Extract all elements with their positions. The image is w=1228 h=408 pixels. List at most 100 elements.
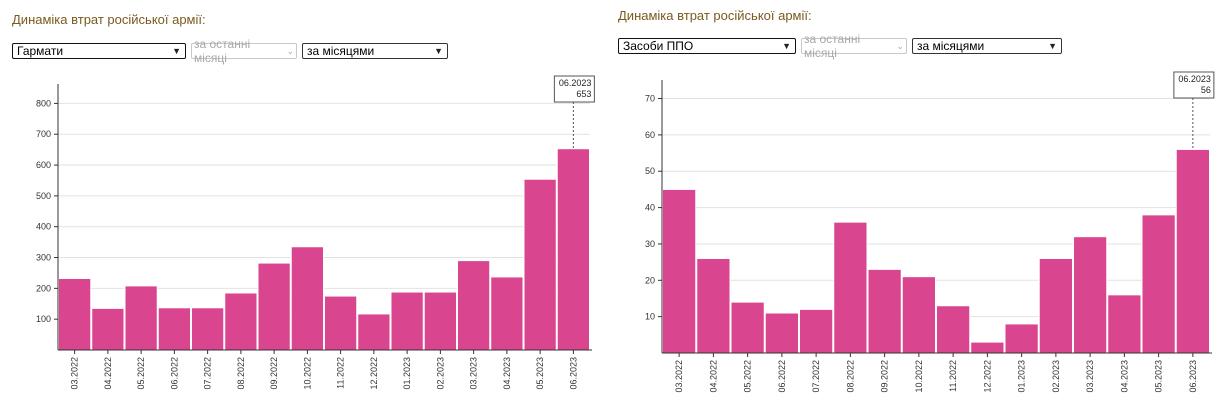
period-select-value: за останні місяці [194, 37, 251, 65]
bar-08.2022[interactable] [833, 221, 868, 354]
bar-02.2023[interactable] [1038, 257, 1073, 354]
bar-04.2023[interactable] [1107, 294, 1142, 354]
bar-03.2022[interactable] [58, 277, 92, 351]
bar-11.2022[interactable] [324, 295, 358, 351]
bar-12.2022[interactable] [357, 313, 391, 351]
bar-04.2023[interactable] [490, 276, 524, 351]
y-tick-label: 40 [645, 203, 655, 213]
y-tick-label: 50 [645, 166, 655, 176]
grouping-select-value: за місяцями [917, 39, 985, 53]
category-select[interactable]: Засоби ППО ▼ [618, 38, 796, 54]
bar-05.2022[interactable] [124, 285, 158, 351]
x-tick-label: 04.2022 [103, 357, 113, 390]
period-select-value: за останні місяці [804, 32, 861, 60]
period-select: за останні місяці ⌄ [191, 37, 297, 65]
bar-09.2022[interactable] [257, 262, 291, 351]
bar-01.2023[interactable] [390, 291, 424, 351]
grouping-select[interactable]: за місяцями ▼ [912, 38, 1062, 54]
category-select[interactable]: Гармати ▼ [12, 43, 186, 59]
bar-12.2022[interactable] [970, 341, 1005, 354]
tooltip-label: 06.2023 [1178, 74, 1211, 84]
losses-bar-chart-guns: 100 200 300 400 500 600 700 800 03.2022 04.2022 05… [36, 75, 595, 390]
chart-heading: Динаміка втрат російської армії: [618, 8, 812, 23]
x-tick-label: 11.2022 [336, 357, 346, 389]
y-tick-label: 70 [645, 94, 655, 104]
bar-06.2023[interactable] [1175, 148, 1210, 354]
chevron-down-icon: ⌄ [286, 45, 294, 56]
x-tick-label: 12.2022 [982, 360, 992, 393]
bar-05.2023[interactable] [1141, 214, 1176, 354]
x-tick-label: 05.2022 [136, 357, 146, 390]
chevron-down-icon: ▼ [172, 46, 181, 56]
y-tick-label: 700 [36, 129, 51, 139]
y-tick-label: 200 [36, 283, 51, 293]
x-tick-label: 03.2023 [1085, 360, 1095, 393]
bar-05.2023[interactable] [523, 178, 557, 351]
chart-heading: Динаміка втрат російської армії: [12, 12, 206, 27]
tooltip-value: 653 [576, 89, 591, 99]
x-tick-label: 07.2022 [203, 357, 213, 390]
y-tick-label: 400 [36, 222, 51, 232]
bar-04.2022[interactable] [91, 307, 125, 351]
y-tick-label: 800 [36, 98, 51, 108]
y-tick-label: 20 [645, 275, 655, 285]
losses-bar-chart-air-defense: 10 20 30 40 50 60 70 03.2022 04.2022 05.2022 06.20… [645, 71, 1215, 393]
chevron-down-icon: ▼ [782, 41, 791, 51]
chevron-down-icon: ▼ [1048, 41, 1057, 51]
y-tick-label: 300 [36, 253, 51, 263]
bar-04.2022[interactable] [696, 257, 731, 354]
tooltip-value: 56 [1201, 85, 1211, 95]
x-tick-label: 04.2023 [502, 357, 512, 390]
bar-03.2022[interactable] [662, 188, 697, 354]
x-tick-label: 05.2022 [743, 360, 753, 393]
y-tick-label: 100 [36, 314, 51, 324]
bar-06.2022[interactable] [764, 312, 799, 354]
tooltip-box [553, 75, 595, 103]
x-tick-label: 08.2022 [845, 360, 855, 393]
bar-06.2022[interactable] [157, 307, 191, 351]
bar-03.2023[interactable] [1073, 236, 1108, 354]
bar-06.2023[interactable] [556, 148, 590, 351]
left-chart-panel: Динаміка втрат російської армії: Гармати… [0, 0, 610, 408]
chevron-down-icon: ▼ [434, 46, 443, 56]
x-tick-label: 03.2022 [674, 360, 684, 393]
x-tick-label: 09.2022 [880, 360, 890, 393]
bar-02.2023[interactable] [423, 291, 457, 351]
bar-10.2022[interactable] [901, 276, 936, 354]
x-tick-label: 07.2022 [811, 360, 821, 393]
x-tick-label: 09.2022 [269, 357, 279, 390]
x-tick-label: 03.2022 [70, 357, 80, 390]
x-tick-label: 05.2023 [1154, 360, 1164, 393]
right-chart-panel: Динаміка втрат російської армії: Засоби … [612, 0, 1228, 408]
x-tick-label: 06.2022 [777, 360, 787, 393]
x-tick-label: 02.2023 [1051, 360, 1061, 393]
chevron-down-icon: ⌄ [896, 40, 904, 51]
bar-08.2022[interactable] [224, 292, 258, 351]
filter-controls: Гармати ▼ за останні місяці ⌄ за місяцям… [12, 37, 448, 65]
x-tick-label: 01.2023 [1017, 360, 1027, 393]
bar-05.2022[interactable] [730, 301, 765, 354]
y-tick-label: 60 [645, 130, 655, 140]
grouping-select[interactable]: за місяцями ▼ [302, 43, 448, 59]
x-tick-label: 06.2023 [568, 357, 578, 390]
y-tick-label: 10 [645, 312, 655, 322]
bar-07.2022[interactable] [191, 307, 225, 351]
x-tick-label: 10.2022 [302, 357, 312, 390]
y-tick-label: 500 [36, 191, 51, 201]
y-tick-label: 30 [645, 239, 655, 249]
bar-11.2022[interactable] [936, 305, 971, 354]
x-tick-label: 04.2023 [1119, 360, 1129, 393]
x-tick-label: 12.2022 [369, 357, 379, 390]
x-tick-label: 11.2022 [948, 360, 958, 392]
x-tick-label: 08.2022 [236, 357, 246, 390]
tooltip-label: 06.2023 [559, 78, 592, 88]
bar-07.2022[interactable] [799, 308, 834, 354]
bar-09.2022[interactable] [867, 268, 902, 354]
x-tick-label: 05.2023 [535, 357, 545, 390]
x-tick-label: 03.2023 [469, 357, 479, 390]
bar-01.2023[interactable] [1004, 323, 1039, 354]
bar-03.2023[interactable] [457, 260, 491, 351]
bar-10.2022[interactable] [290, 246, 324, 351]
x-tick-label: 06.2023 [1188, 360, 1198, 393]
category-select-value: Гармати [17, 44, 64, 58]
